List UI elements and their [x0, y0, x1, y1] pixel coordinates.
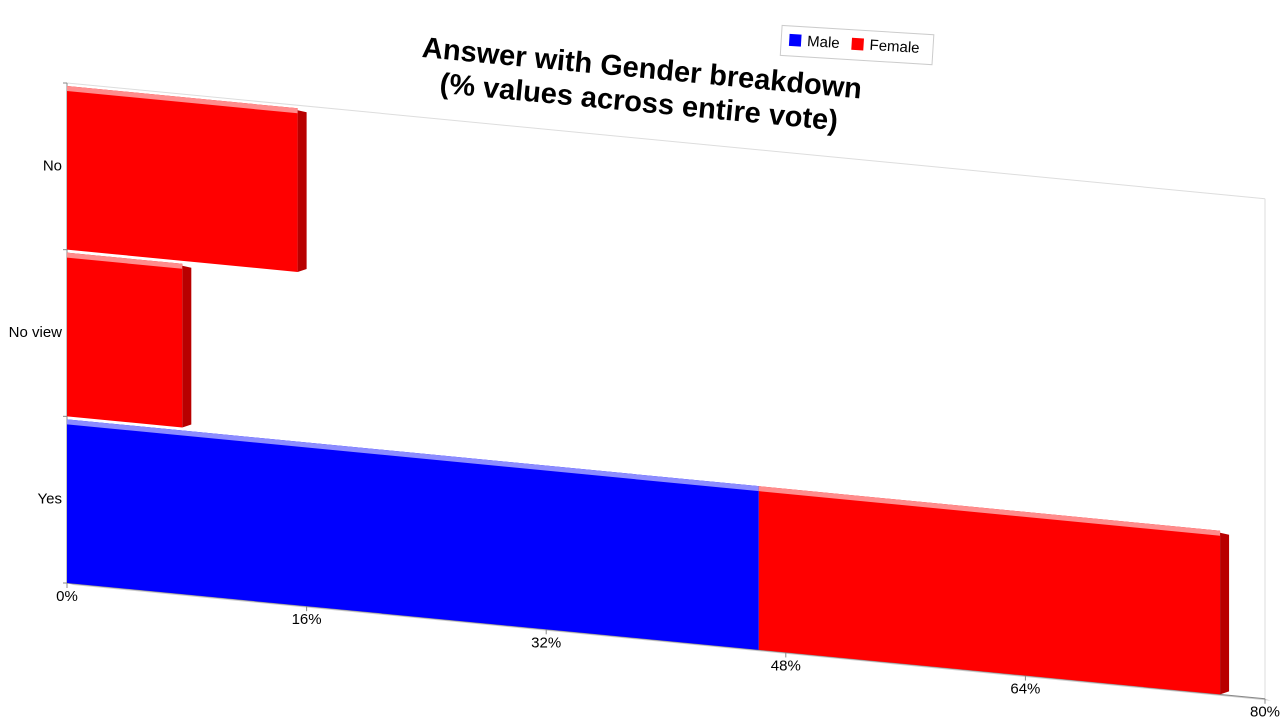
bar-top: [67, 86, 298, 114]
bar: [67, 86, 298, 272]
bar-top: [758, 486, 1221, 536]
legend-swatch: [788, 33, 802, 47]
y-tick-label: No: [43, 157, 62, 174]
bar-side: [297, 110, 307, 272]
bar-top: [67, 419, 759, 492]
legend: Male Female: [779, 24, 935, 66]
x-tick-label: 64%: [1010, 681, 1040, 698]
bar: [67, 252, 183, 428]
bar: [67, 419, 759, 650]
y-tick-label: No view: [9, 324, 63, 341]
bar: [758, 486, 1221, 695]
x-tick-label: 80%: [1250, 704, 1280, 720]
x-tick-label: 16%: [292, 611, 322, 628]
x-tick-label: 48%: [771, 657, 801, 674]
x-tick-label: 0%: [56, 588, 78, 605]
y-tick-label: Yes: [38, 491, 62, 508]
legend-swatch: [851, 37, 864, 51]
bar-top: [67, 252, 183, 269]
legend-label: Female: [869, 37, 920, 57]
plot-edge: [66, 82, 1266, 200]
bar-side: [1220, 532, 1230, 695]
bar-side: [182, 265, 192, 428]
legend-label: Male: [807, 33, 840, 52]
x-tick-label: 32%: [531, 634, 561, 651]
